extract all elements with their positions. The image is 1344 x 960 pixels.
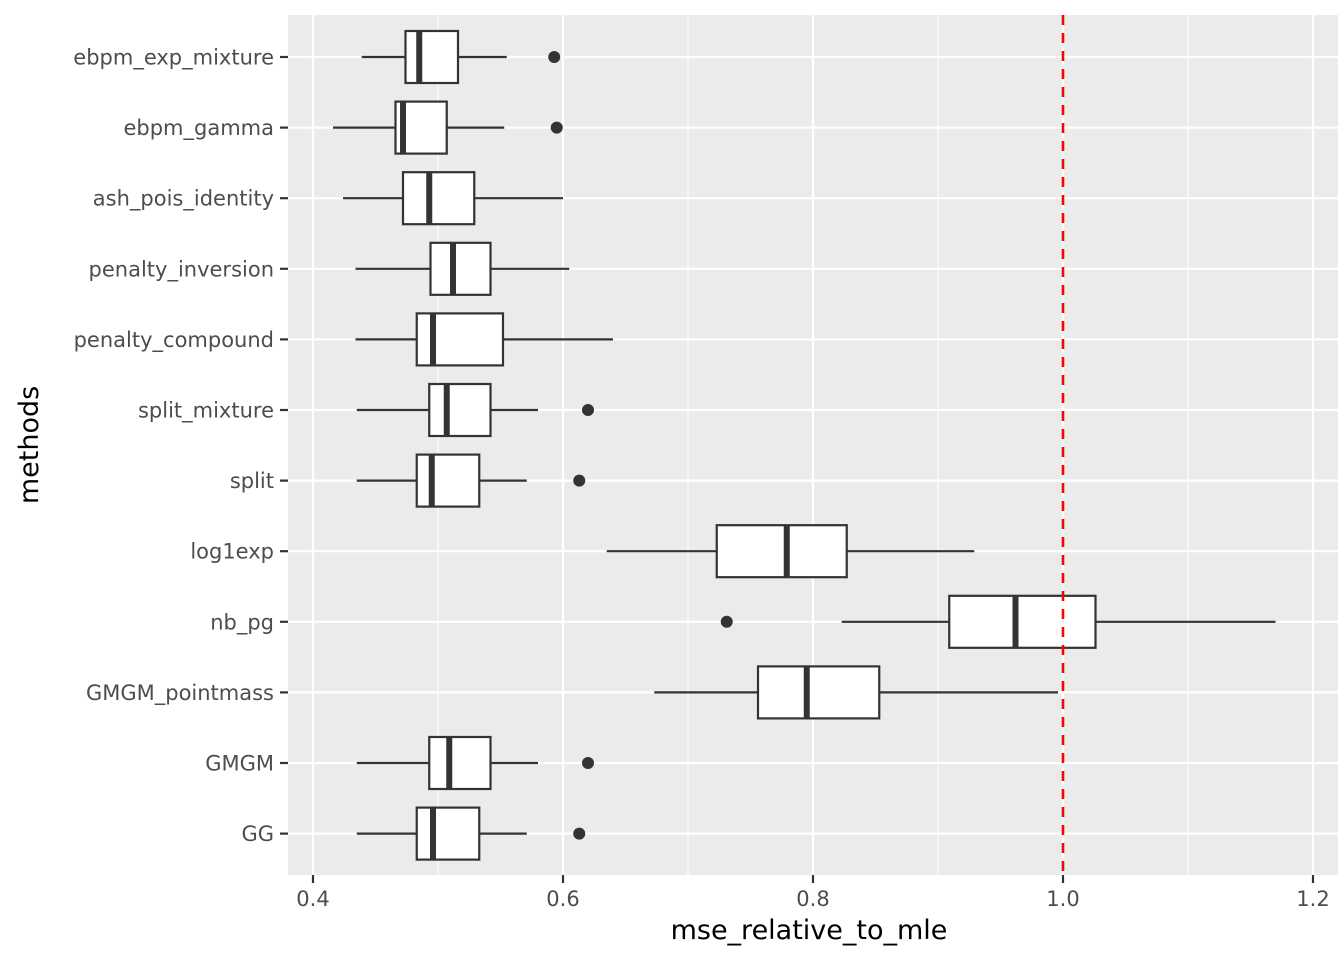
y-tick-label: ebpm_exp_mixture <box>73 46 274 71</box>
y-tick-label: GMGM_pointmass <box>86 681 274 706</box>
outlier-point <box>582 757 594 769</box>
box-ebpm_exp_mixture <box>361 29 561 85</box>
box-series <box>333 29 1276 861</box>
iqr-box <box>756 665 881 720</box>
iqr-box <box>415 453 481 508</box>
box-GMGM_pointmass <box>654 665 1058 720</box>
box-split_mixture <box>356 382 594 438</box>
outlier-point <box>548 51 561 63</box>
iqr-box <box>404 29 460 85</box>
y-tick-label: penalty_inversion <box>89 257 274 282</box>
iqr-box <box>715 524 848 579</box>
x-tick-label: 0.6 <box>546 887 579 911</box>
box-GG <box>356 806 586 861</box>
y-tick-label: ash_pois_identity <box>93 187 274 212</box>
box-penalty_compound <box>355 312 613 367</box>
y-tick-label: GMGM <box>205 752 274 776</box>
x-tick-label: 0.4 <box>296 887 329 911</box>
box-nb_pg <box>720 594 1276 649</box>
outlier-point <box>550 121 563 134</box>
y-tick-label: log1exp <box>190 540 274 564</box>
outlier-point <box>573 827 586 840</box>
x-tick-label: 1.0 <box>1046 887 1079 911</box>
outlier-point <box>720 615 733 628</box>
iqr-box <box>401 171 476 226</box>
y-axis-title: methods <box>14 386 45 504</box>
iqr-box <box>428 735 492 791</box>
grid-lines <box>288 15 1338 875</box>
iqr-box <box>429 241 492 296</box>
iqr-box <box>428 382 492 438</box>
box-ebpm_gamma <box>333 100 563 155</box>
iqr-box <box>948 594 1097 649</box>
y-tick-label: GG <box>241 822 274 846</box>
x-tick-label: 0.8 <box>796 887 829 911</box>
x-axis-title: mse_relative_to_mle <box>671 915 948 946</box>
y-tick-label: split <box>230 469 274 493</box>
y-tick-label: penalty_compound <box>74 328 274 353</box>
box-ash_pois_identity <box>343 171 563 226</box>
outlier-point <box>582 404 594 416</box>
box-split <box>356 453 586 508</box>
iqr-box <box>415 312 505 367</box>
box-log1exp <box>606 524 975 579</box>
x-tick-label: 1.2 <box>1296 887 1329 911</box>
x-axis: 0.4 0.6 0.8 1.0 1.2 <box>296 875 1330 911</box>
outlier-point <box>573 474 586 487</box>
y-tick-label: ebpm_gamma <box>123 116 274 141</box>
iqr-box <box>415 806 481 861</box>
box-penalty_inversion <box>355 241 570 296</box>
y-tick-label: split_mixture <box>138 399 274 424</box>
y-axis: ebpm_exp_mixture ebpm_gamma ash_pois_ident… <box>73 46 288 846</box>
y-tick-label: nb_pg <box>210 610 274 635</box>
box-GMGM <box>356 735 594 791</box>
